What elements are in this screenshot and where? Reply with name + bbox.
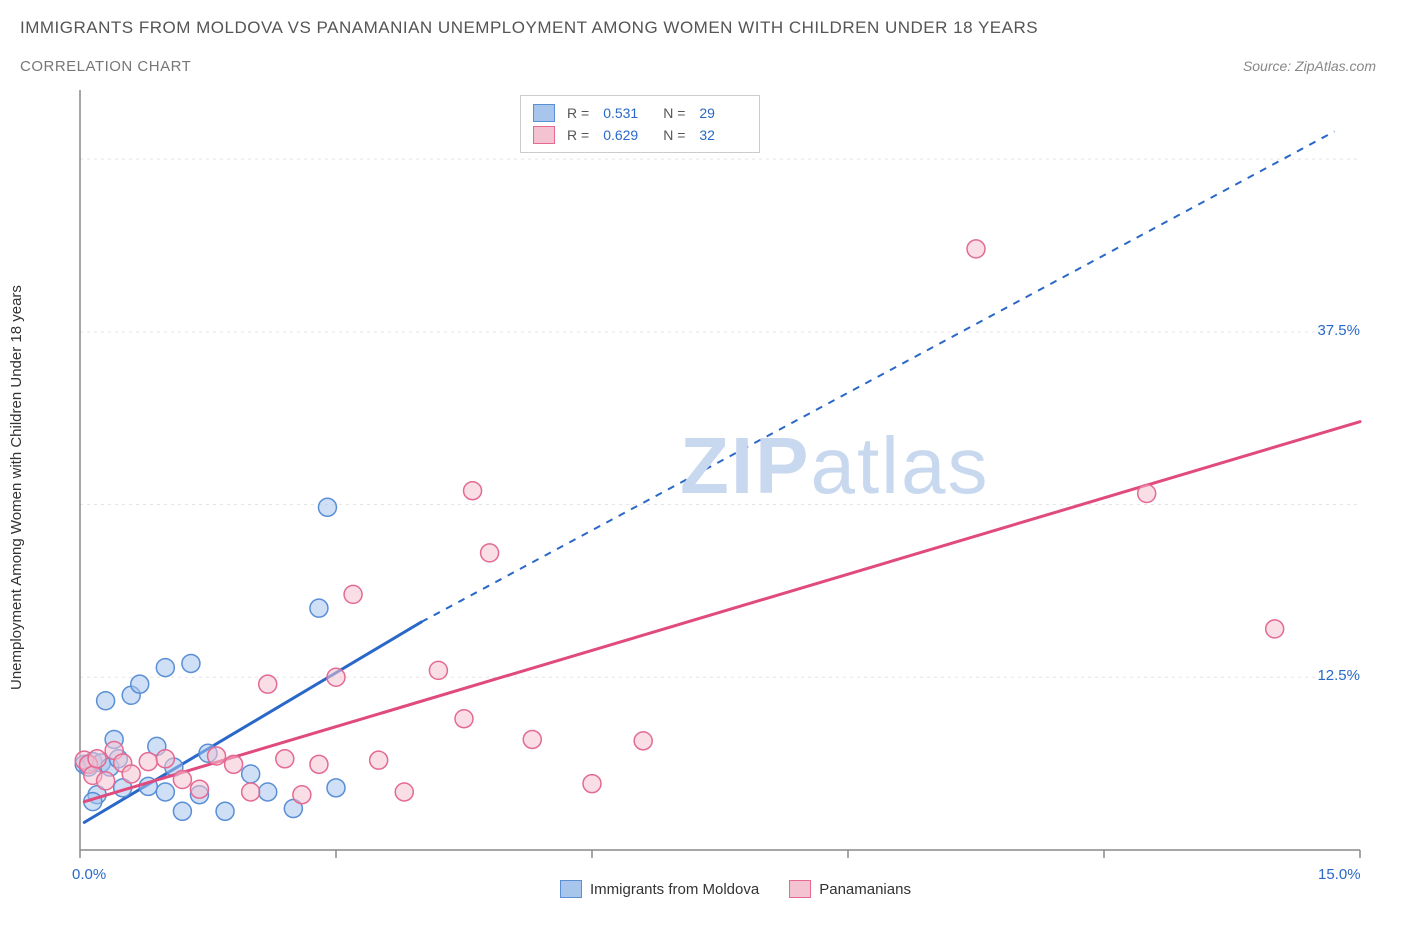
y-tick-label: 12.5% [1317, 667, 1360, 684]
legend-r-value: 0.629 [603, 127, 651, 143]
chart-area: ZIPatlas R =0.531N =29R =0.629N =32 Immi… [60, 90, 1380, 870]
legend-n-value: 29 [699, 105, 747, 121]
legend-correlation-box: R = 0.531 N = 29 R = 0.629 N = 32 [520, 95, 760, 153]
legend-r-label: R = [567, 127, 589, 143]
y-axis-label: Unemployment Among Women with Children U… [8, 285, 25, 690]
legend-series: Immigrants from Moldova Panamanians [560, 880, 911, 898]
legend-n-label: N = [663, 105, 685, 121]
subtitle: CORRELATION CHART [20, 58, 191, 75]
y-tick-label: 37.5% [1317, 322, 1360, 339]
legend-r-value: 0.531 [603, 105, 651, 121]
scatter-chart [60, 90, 1380, 910]
legend-series-label: Panamanians [819, 881, 911, 898]
legend-series-item: Immigrants from Moldova [560, 880, 759, 898]
x-tick-label: 0.0% [72, 866, 106, 883]
legend-series-label: Immigrants from Moldova [590, 881, 759, 898]
legend-series-item: Panamanians [789, 880, 911, 898]
legend-swatch [533, 126, 555, 144]
legend-r-label: R = [567, 105, 589, 121]
legend-swatch [560, 880, 582, 898]
legend-swatch [789, 880, 811, 898]
legend-row: R = 0.531 N = 29 [533, 102, 747, 124]
source-credit: Source: ZipAtlas.com [1243, 58, 1376, 74]
legend-n-label: N = [663, 127, 685, 143]
legend-n-value: 32 [699, 127, 747, 143]
legend-swatch [533, 104, 555, 122]
legend-row: R = 0.629 N = 32 [533, 124, 747, 146]
page-title: IMMIGRANTS FROM MOLDOVA VS PANAMANIAN UN… [20, 18, 1038, 38]
x-tick-label: 15.0% [1318, 866, 1361, 883]
